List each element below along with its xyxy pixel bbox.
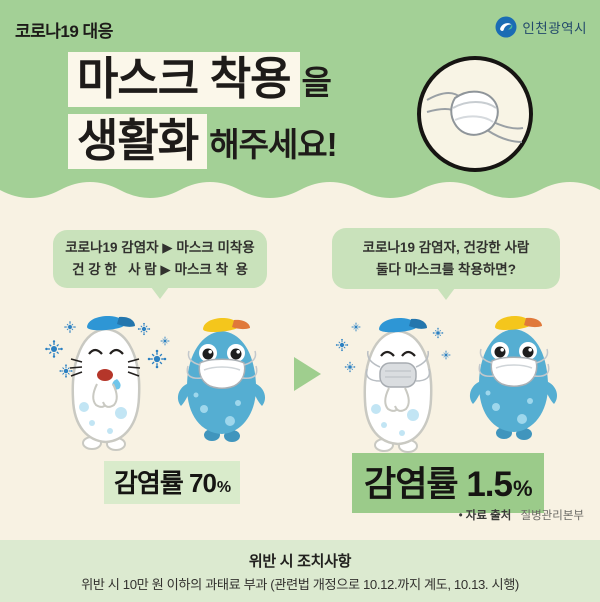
right-characters-illustration [335,316,558,453]
yellow-cap [203,318,240,333]
incheon-logo-text: 인천광역시 [522,21,587,36]
rate-left-text: 감염률 70 [114,468,217,498]
incheon-logo-icon [495,16,517,38]
incheon-logo: 인천광역시 [495,16,587,38]
title-line1-rest: 을 [301,64,332,101]
whale-character-masked [177,318,266,442]
gray-mask [379,362,417,388]
source-value: 질병관리본부 [520,510,584,522]
rate-right-text: 감염률 1.5 [364,465,513,504]
left-characters-illustration [44,316,266,451]
right-scenario-bubble: 코로나19 감염자, 건강한 사람 둘다 마스크를 착용하면? [332,228,560,300]
right-bubble-line1: 코로나19 감염자, 건강한 사람 [362,239,530,255]
title-line1-highlight: 마스크 착용 [68,52,300,107]
yellow-cap [495,316,532,331]
source-note: • 자료 출처 질병관리본부 [459,507,584,523]
infection-rate-right: 감염률 1.5% [352,453,544,513]
blue-cap [379,318,418,333]
left-bubble-line1: 코로나19 감염자 ▶ 마스크 미착용 [65,240,255,256]
rate-left-unit: % [216,479,231,496]
footer-title: 위반 시 조치사항 [248,553,352,570]
page-title: 마스크 착용 을 생활화 해주세요! [68,52,338,176]
infection-rate-left: 감염률 70% [104,461,241,504]
left-scenario-bubble: 코로나19 감염자 ▶ 마스크 미착용 건 강 한 사 람 ▶ 마스크 착 용 [53,230,267,299]
whale-character-masked [469,316,558,440]
title-line2-highlight: 생활화 [68,114,208,169]
covid-response-badge: 코로나19 대응 [15,22,113,41]
left-bubble-line2: 건 강 한 사 람 ▶ 마스크 착 용 [72,262,248,277]
footer-body: 위반 시 10만 원 이하의 과태료 부과 (관련법 개정으로 10.12.까지… [81,577,519,592]
source-label: 자료 출처 [465,510,512,522]
white-mask [490,356,538,387]
blue-cap [87,316,126,331]
mask-illustration-circle [417,56,533,172]
right-bubble-line2: 둘다 마스크를 착용하면? [376,261,516,277]
seal-character-sneezing [69,316,141,451]
title-line2-rest: 해주세요! [209,126,337,163]
white-mask [198,358,246,389]
source-bullet: • [458,510,463,522]
seal-character-masked [363,318,433,453]
wavy-edge [0,172,600,198]
rate-right-unit: % [512,476,533,501]
mask-icon [426,90,524,143]
footer-notice: 위반 시 조치사항 위반 시 10만 원 이하의 과태료 부과 (관련법 개정으… [0,540,600,602]
arrow-right-icon [294,357,321,391]
